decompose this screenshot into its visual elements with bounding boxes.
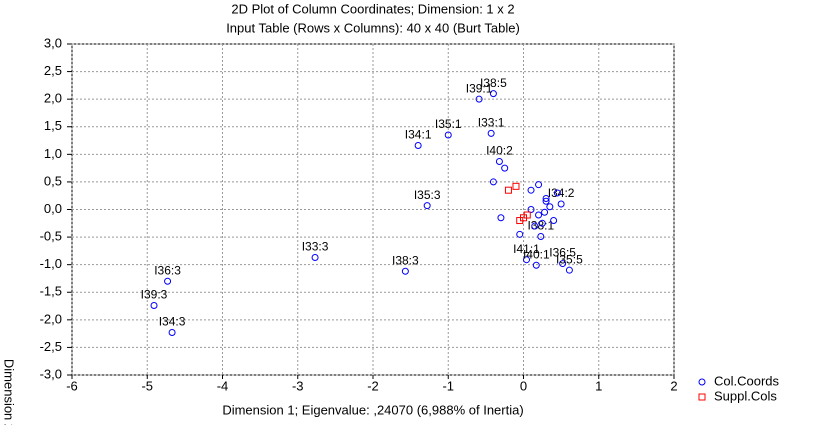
y-tick-label: 0,0 — [44, 201, 62, 216]
point — [559, 260, 567, 268]
x-tick-label: -5 — [141, 378, 153, 393]
y-tick-label: 2,5 — [44, 63, 62, 78]
point — [516, 230, 524, 238]
x-tick-label: -3 — [292, 378, 304, 393]
point — [311, 253, 319, 261]
x-tick-label: -4 — [217, 378, 229, 393]
point-label: I39:3 — [141, 288, 168, 302]
point-label: I40:1 — [523, 247, 550, 261]
point-label: I41:1 — [513, 242, 540, 256]
point — [423, 202, 431, 210]
point-label: I38:3 — [392, 253, 419, 267]
x-axis-label: Dimension 1; Eigenvalue: ,24070 (6,988% … — [222, 402, 523, 417]
point — [550, 217, 558, 225]
y-tick-label: -3,0 — [40, 366, 62, 381]
point — [527, 206, 535, 213]
point-label: I34:1 — [405, 128, 432, 142]
y-tick-label: -2,0 — [40, 311, 62, 326]
point — [444, 131, 452, 139]
point — [523, 211, 531, 219]
point — [535, 211, 543, 219]
point-label: I40:2 — [486, 144, 513, 158]
y-tick-label: 2,0 — [44, 91, 62, 106]
point — [538, 219, 546, 227]
y-tick-label: 3,0 — [44, 35, 62, 50]
y-axis-label: Dimension 2 — [2, 359, 17, 425]
x-tick-label: 0 — [520, 378, 527, 393]
point — [150, 301, 158, 309]
y-tick-label: -0,5 — [40, 229, 62, 244]
point-label: I33:1 — [478, 116, 505, 130]
point — [531, 222, 539, 230]
point — [565, 266, 573, 274]
point — [164, 277, 172, 285]
point-label: I38:5 — [480, 76, 507, 90]
point — [487, 129, 495, 137]
point — [535, 181, 543, 189]
point — [414, 142, 422, 150]
point — [542, 197, 550, 205]
point — [504, 186, 512, 194]
point — [489, 90, 497, 98]
point — [516, 217, 524, 225]
point — [537, 233, 545, 241]
point-label: I33:3 — [302, 240, 329, 254]
point-label: I34:2 — [548, 186, 575, 200]
point-label: I34:3 — [159, 315, 186, 329]
point-label: I35:5 — [556, 252, 583, 266]
x-tick-label: -6 — [66, 378, 78, 393]
point — [497, 214, 505, 222]
chart-subtitle: Input Table (Rows x Columns): 40 x 40 (B… — [226, 20, 520, 35]
point-label: I36:5 — [549, 246, 576, 260]
chart-title: 2D Plot of Column Coordinates; Dimension… — [231, 1, 514, 16]
legend-label: Suppl.Cols — [714, 388, 777, 403]
point — [541, 208, 549, 216]
point-label: I35:1 — [435, 117, 462, 131]
x-tick-label: 1 — [595, 378, 602, 393]
point — [512, 182, 520, 190]
point — [546, 203, 554, 211]
x-tick-label: -2 — [367, 378, 379, 393]
y-tick-label: 1,5 — [44, 118, 62, 133]
point — [501, 164, 509, 172]
point — [401, 267, 409, 275]
point — [553, 189, 561, 197]
y-tick-label: 1,0 — [44, 146, 62, 161]
point — [523, 256, 531, 264]
point — [557, 200, 565, 208]
legend-marker — [698, 378, 706, 386]
legend-label: Col.Coords — [714, 373, 780, 388]
x-tick-label: -1 — [442, 378, 454, 393]
point — [489, 178, 497, 186]
point-label: I39:1 — [466, 81, 493, 95]
point — [495, 158, 503, 166]
point — [542, 194, 550, 202]
y-tick-label: 0,5 — [44, 173, 62, 188]
legend-marker — [698, 393, 706, 401]
point-label: I36:3 — [154, 263, 181, 277]
point — [168, 329, 176, 337]
y-tick-label: -1,0 — [40, 256, 62, 271]
x-tick-label: 2 — [670, 378, 677, 393]
y-tick-label: -2,5 — [40, 339, 62, 354]
y-tick-label: -1,5 — [40, 284, 62, 299]
point — [527, 186, 535, 194]
point-label: I35:3 — [414, 188, 441, 202]
point — [475, 95, 483, 103]
point — [532, 261, 540, 269]
